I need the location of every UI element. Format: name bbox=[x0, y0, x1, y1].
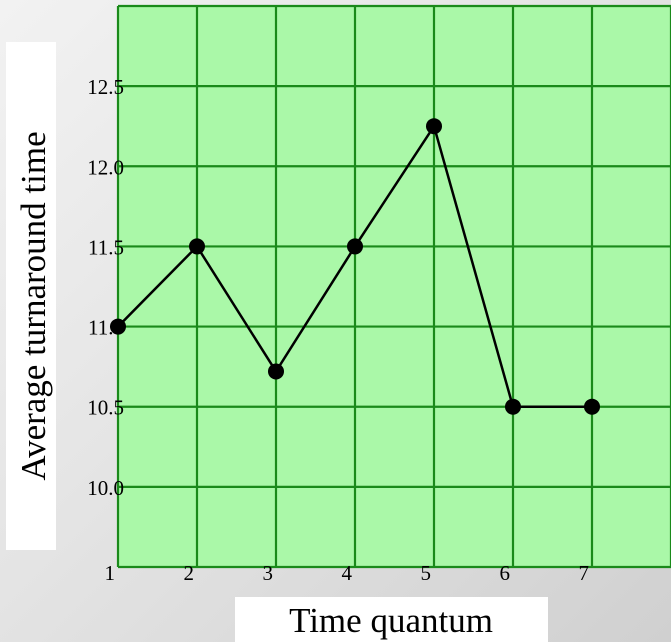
data-point bbox=[189, 238, 205, 255]
data-point bbox=[268, 363, 284, 380]
data-point bbox=[505, 398, 521, 415]
data-series bbox=[110, 118, 600, 415]
grid bbox=[116, 4, 671, 569]
x-axis-title: Time quantum bbox=[289, 601, 493, 640]
x-tick-label: 1 bbox=[105, 561, 116, 585]
x-axis-ticks: 1 2 3 4 5 6 7 bbox=[105, 561, 590, 585]
x-tick-label: 6 bbox=[500, 561, 511, 585]
plot-area bbox=[118, 6, 671, 567]
data-point bbox=[110, 318, 126, 335]
x-tick-label: 2 bbox=[184, 561, 195, 585]
y-axis-ticks: 10.010.511.011.512.012.5 bbox=[87, 75, 124, 500]
x-tick-label: 3 bbox=[263, 561, 274, 585]
y-tick-label: 10.5 bbox=[87, 396, 124, 420]
x-tick-label: 5 bbox=[421, 561, 432, 585]
x-tick-label: 7 bbox=[579, 561, 590, 585]
y-tick-label: 11.5 bbox=[88, 235, 124, 259]
y-tick-label: 10.0 bbox=[87, 476, 124, 500]
data-point bbox=[426, 118, 442, 135]
y-tick-label: 12.5 bbox=[87, 75, 124, 99]
x-axis-title-box bbox=[235, 597, 548, 642]
data-point bbox=[584, 398, 600, 415]
x-tick-label: 4 bbox=[342, 561, 353, 585]
y-axis-title-box bbox=[6, 42, 56, 550]
y-axis-title: Average turnaround time bbox=[14, 131, 53, 480]
y-tick-label: 12.0 bbox=[87, 155, 124, 179]
data-point bbox=[347, 238, 363, 255]
